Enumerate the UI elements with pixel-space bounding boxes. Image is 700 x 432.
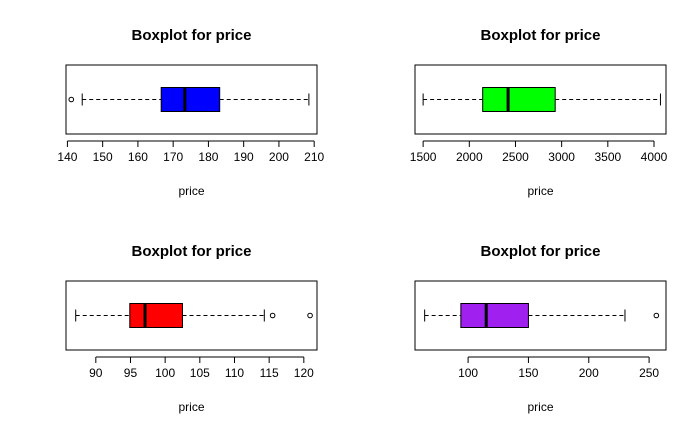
panel-title: Boxplot for price xyxy=(131,243,251,260)
x-tick-label: 115 xyxy=(260,366,279,380)
outlier-point xyxy=(68,96,75,103)
x-tick-label: 190 xyxy=(234,150,254,164)
x-tick-label: 95 xyxy=(124,366,138,380)
x-tick-label: 105 xyxy=(190,366,210,380)
panel-bottom-right: Boxplot for price 100 150 200 250 price xyxy=(414,243,667,414)
x-tick-label: 180 xyxy=(198,150,218,164)
x-tick-label: 160 xyxy=(128,150,148,164)
outlier-point xyxy=(307,312,313,319)
x-tick-label: 140 xyxy=(57,150,77,164)
outlier-point xyxy=(653,312,660,319)
x-tick-label: 3500 xyxy=(594,150,621,164)
x-tick-label: 150 xyxy=(93,150,113,164)
plot-frame xyxy=(414,64,667,135)
x-tick-label: 4000 xyxy=(641,150,668,164)
plot-frame xyxy=(65,64,318,135)
x-tick-label: 210 xyxy=(304,150,324,164)
x-axis-label: price xyxy=(178,184,204,198)
x-tick-label: 100 xyxy=(155,366,175,380)
outlier-point xyxy=(269,312,276,319)
x-tick-label: 2000 xyxy=(456,150,483,164)
x-tick-label: 200 xyxy=(579,366,599,380)
x-tick-label: 200 xyxy=(269,150,289,164)
x-tick-label: 170 xyxy=(163,150,183,164)
plot-frame xyxy=(414,280,667,351)
x-tick-label: 100 xyxy=(458,366,478,380)
iqr-box xyxy=(460,303,529,328)
x-tick-label: 2500 xyxy=(502,150,529,164)
iqr-box xyxy=(482,87,556,112)
iqr-box xyxy=(160,87,221,112)
plot-frame xyxy=(65,280,318,351)
x-tick-label: 120 xyxy=(294,366,314,380)
x-tick-label: 1500 xyxy=(410,150,437,164)
x-tick-label: 3000 xyxy=(548,150,575,164)
x-tick-label: 110 xyxy=(225,366,244,380)
x-tick-label: 90 xyxy=(89,366,103,380)
panel-title: Boxplot for price xyxy=(131,27,251,44)
panel-bottom-left: Boxplot for price 90 95 100 105 110 115 120 pric… xyxy=(65,243,318,414)
panel-top-right: Boxplot for price 1500 2000 2500 3000 3500 400… xyxy=(410,27,668,198)
x-tick-label: 250 xyxy=(639,366,659,380)
x-axis-label: price xyxy=(527,400,553,414)
panel-top-left: Boxplot for price 140 150 160 170 180 190 200 21… xyxy=(57,27,324,198)
panel-title: Boxplot for price xyxy=(480,27,600,44)
panel-title: Boxplot for price xyxy=(480,243,600,260)
iqr-box xyxy=(129,303,183,328)
x-axis-label: price xyxy=(178,400,204,414)
x-tick-label: 150 xyxy=(518,366,538,380)
x-axis-label: price xyxy=(527,184,553,198)
